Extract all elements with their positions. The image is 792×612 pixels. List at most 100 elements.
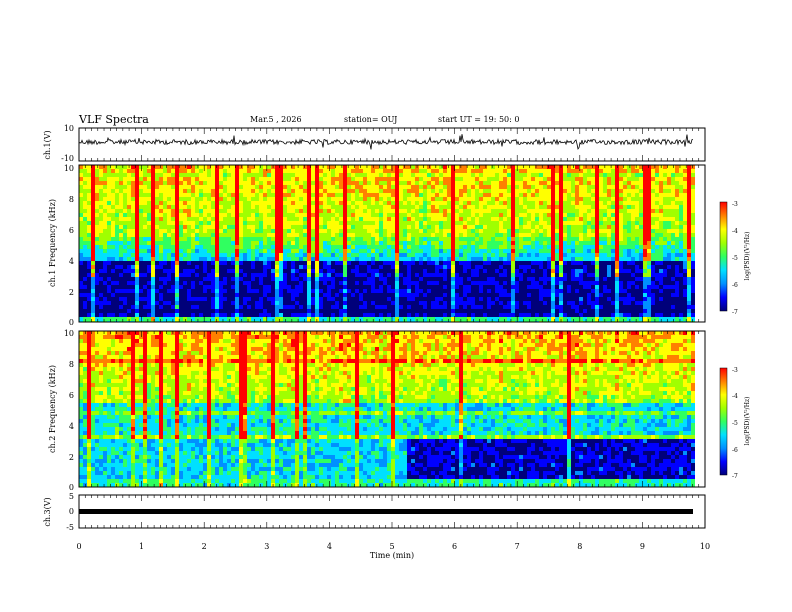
spectrogram-cell [427, 289, 431, 293]
spectrogram-cell [135, 293, 139, 297]
spectrogram-cell [663, 237, 667, 241]
spectrogram-cell [371, 169, 375, 173]
spectrogram-cell [107, 281, 111, 285]
spectrogram-cell [199, 241, 203, 245]
spectrogram-cell [119, 285, 123, 289]
spectrogram-cell [259, 289, 263, 293]
spectrogram-cell [223, 221, 227, 225]
spectrogram-cell [519, 217, 523, 221]
spectrogram-cell [575, 229, 579, 233]
spectrogram-cell [491, 173, 495, 177]
spectrogram-cell [155, 193, 159, 197]
spectrogram-cell [147, 269, 151, 273]
spectrogram-cell [531, 229, 535, 233]
spectrogram-cell [175, 269, 179, 273]
spectrogram-cell [103, 293, 107, 297]
spectrogram-cell [271, 261, 275, 265]
spectrogram-cell [275, 221, 279, 225]
spectrogram-cell [651, 285, 655, 289]
spectrogram-cell [679, 169, 683, 173]
spectrogram-cell [155, 221, 159, 225]
spectrogram-cell [551, 265, 555, 269]
spectrogram-cell [119, 289, 123, 293]
spectrogram-cell [531, 201, 535, 205]
spectrogram-cell [203, 205, 207, 209]
spectrogram-cell [163, 205, 167, 209]
spectrogram-cell [379, 241, 383, 245]
spectrogram-cell [251, 229, 255, 233]
spectrogram-cell [387, 265, 391, 269]
spectrogram-cell [611, 253, 615, 257]
spectrogram-cell [95, 241, 99, 245]
spectrogram-cell [239, 273, 243, 277]
spectrogram-cell [447, 249, 451, 253]
spectrogram-cell [415, 193, 419, 197]
spectrogram-cell [143, 281, 147, 285]
spectrogram-cell [179, 253, 183, 257]
spectrogram-cell [631, 229, 635, 233]
spectrogram-cell [507, 233, 511, 237]
spectrogram-cell [643, 177, 647, 181]
spectrogram-cell [155, 169, 159, 173]
spectrogram-cell [227, 201, 231, 205]
spectrogram-cell [143, 205, 147, 209]
spectrogram-cell [155, 205, 159, 209]
spectrogram-cell [235, 281, 239, 285]
spectrogram-cell [351, 285, 355, 289]
spectrogram-cell [675, 177, 679, 181]
spectrogram-cell [599, 269, 603, 273]
spectrogram-cell [583, 237, 587, 241]
spectrogram-cell [279, 245, 283, 249]
spectrogram-cell [623, 193, 627, 197]
spectrogram-cell [127, 205, 131, 209]
spectrogram-cell [403, 209, 407, 213]
spectrogram-cell [519, 245, 523, 249]
spectrogram-cell [439, 257, 443, 261]
spectrogram-cell [479, 193, 483, 197]
spectrogram-cell [611, 241, 615, 245]
spectrogram-cell [311, 249, 315, 253]
spectrogram-cell [355, 173, 359, 177]
spectrogram-cell [575, 221, 579, 225]
spectrogram-cell [671, 189, 675, 193]
spectrogram-cell [475, 261, 479, 265]
spectrogram-cell [99, 169, 103, 173]
spectrogram-cell [563, 233, 567, 237]
spectrogram-cell [667, 197, 671, 201]
spectrogram-cell [511, 177, 515, 181]
spectrogram-cell [263, 277, 267, 281]
spectrogram-cell [107, 193, 111, 197]
spectrogram-cell [631, 237, 635, 241]
spectrogram-cell [515, 193, 519, 197]
spectrogram-cell [495, 201, 499, 205]
spectrogram-cell [383, 201, 387, 205]
spectrogram-cell [423, 197, 427, 201]
spectrogram-cell [155, 181, 159, 185]
spectrogram-cell [291, 285, 295, 289]
spectrogram-cell [79, 221, 83, 225]
spectrogram-cell [135, 269, 139, 273]
spectrogram-cell [275, 189, 279, 193]
spectrogram-cell [587, 193, 591, 197]
spectrogram-cell [279, 249, 283, 253]
spectrogram-cell [607, 237, 611, 241]
spectrogram-cell [539, 181, 543, 185]
spectrogram-cell [667, 281, 671, 285]
spectrogram-cell [427, 169, 431, 173]
spectrogram-cell [335, 285, 339, 289]
spectrogram-cell [527, 189, 531, 193]
spectrogram-cell [259, 213, 263, 217]
spectrogram-cell [431, 201, 435, 205]
spectrogram-cell [223, 205, 227, 209]
spectrogram-cell [671, 205, 675, 209]
spectrogram-cell [219, 189, 223, 193]
spectrogram-cell [435, 197, 439, 201]
spectrogram-cell [667, 185, 671, 189]
spectrogram-cell [603, 225, 607, 229]
spectrogram-cell [147, 221, 151, 225]
spectrogram-cell [179, 269, 183, 273]
spectrogram-cell [159, 221, 163, 225]
spectrogram-cell [343, 225, 347, 229]
spectrogram-cell [411, 221, 415, 225]
spectrogram-cell [379, 165, 383, 169]
